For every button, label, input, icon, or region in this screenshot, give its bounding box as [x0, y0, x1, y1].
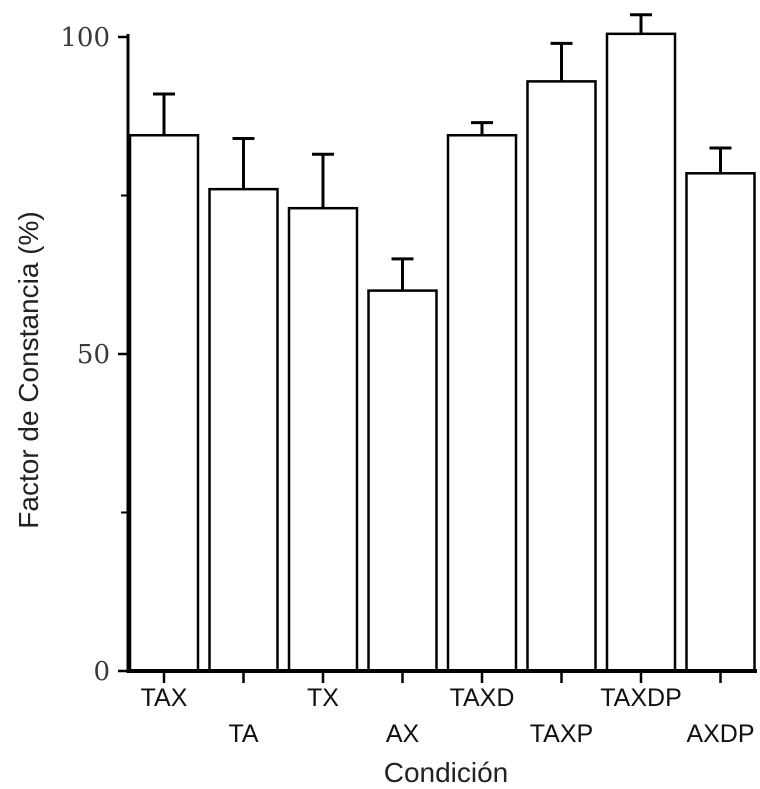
- x-tick-label-ta: TA: [228, 720, 258, 748]
- x-tick-label-taxd: TAXD: [450, 684, 515, 712]
- y-tick-label-0: 0: [93, 657, 110, 687]
- bar-tx: [287, 206, 359, 673]
- bar-tax: [128, 134, 200, 673]
- bar-ta: [208, 187, 279, 673]
- x-axis-title: Condición: [384, 757, 509, 788]
- y-tick-label-100: 100: [60, 23, 110, 53]
- bar-taxp: [526, 80, 597, 673]
- x-tick-label-taxdp: TAXDP: [600, 684, 682, 712]
- bar-taxd: [446, 134, 518, 673]
- bar-axdp: [685, 172, 756, 673]
- y-axis-title: Factor de Constancia (%): [13, 211, 44, 528]
- bar-ax: [367, 289, 438, 673]
- x-tick-label-axdp: AXDP: [686, 720, 754, 748]
- x-tick-label-tx: TX: [307, 684, 339, 712]
- x-tick-label-ax: AX: [386, 720, 420, 748]
- y-tick-label-50: 50: [77, 340, 110, 370]
- x-tick-label-taxp: TAXP: [530, 720, 593, 748]
- bar-taxdp: [605, 32, 677, 673]
- error-bars-layer: [153, 13, 732, 291]
- bars-layer: [128, 32, 756, 673]
- x-tick-label-tax: TAX: [141, 684, 188, 712]
